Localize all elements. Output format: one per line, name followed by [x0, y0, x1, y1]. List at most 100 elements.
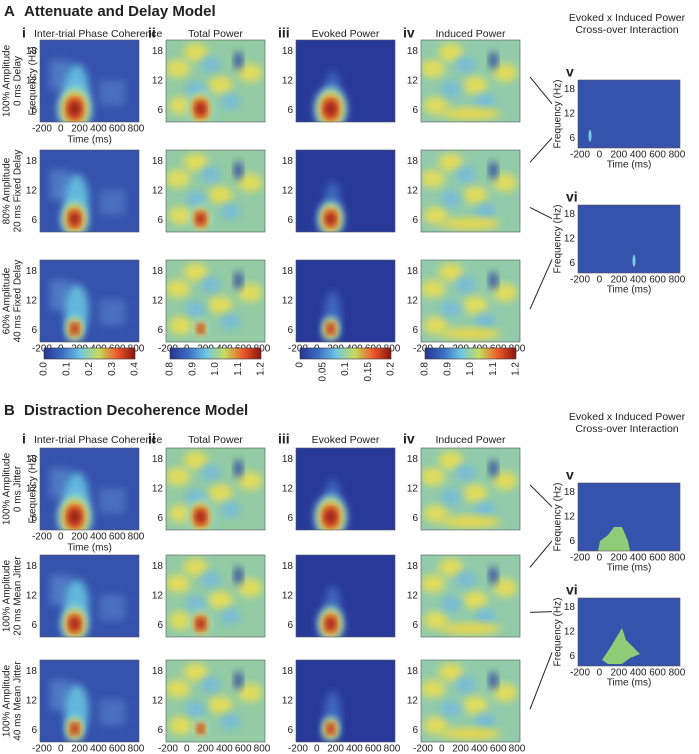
- heat-patch: [208, 186, 233, 205]
- heat-patch: [421, 679, 445, 698]
- heat-patch: [632, 254, 636, 267]
- y-tick-label: 12: [26, 76, 38, 87]
- y-tick-label: 6: [412, 215, 418, 226]
- x-tick-label: -200: [570, 275, 590, 286]
- heat-patch: [238, 471, 263, 490]
- x-tick-label: 600: [649, 668, 666, 679]
- y-tick-label: 12: [152, 484, 164, 495]
- heat-patch: [421, 59, 445, 78]
- x-tick-label: 600: [649, 150, 666, 161]
- heat-patch: [185, 301, 206, 318]
- heat-patch: [200, 676, 221, 693]
- x-tick-label: -200: [570, 553, 590, 564]
- heat-patch: [166, 679, 190, 698]
- connector: [529, 611, 553, 613]
- heat-patch: [100, 700, 125, 725]
- x-tick-label: -200: [570, 150, 590, 161]
- x-tick-label: 800: [254, 344, 271, 355]
- blob: [196, 102, 206, 116]
- heat-patch: [588, 129, 592, 142]
- y-tick-label: 12: [407, 484, 419, 495]
- heat-patch: [166, 59, 190, 78]
- heat-patch: [455, 56, 476, 73]
- y-tick-label: 6: [31, 215, 37, 226]
- x-axis-label: Time (ms): [607, 285, 652, 296]
- heat-patch: [50, 280, 70, 310]
- heat-patch: [185, 701, 206, 718]
- y-tick-label: 6: [569, 536, 575, 547]
- heat-patch: [475, 313, 496, 330]
- heatmap: [296, 555, 395, 637]
- x-tick-label: 400: [90, 124, 107, 135]
- colorbar-tick-label: 0.2: [84, 362, 95, 376]
- column-title: Total Power: [188, 434, 243, 446]
- heatmap: [578, 598, 680, 666]
- heat-patch: [423, 716, 448, 735]
- colorbar-tick-label: 0.4: [130, 362, 141, 376]
- y-tick-label: 18: [26, 666, 38, 677]
- colorbar: [169, 347, 262, 360]
- x-tick-label: 800: [384, 344, 401, 355]
- y-tick-label: 18: [407, 266, 419, 277]
- heat-patch: [220, 501, 241, 518]
- y-tick-label: 12: [152, 296, 164, 307]
- y-tick-label: 18: [26, 46, 38, 57]
- column-numeral: iii: [278, 25, 290, 41]
- column-title: Inter-trial Phase Coherence: [34, 28, 163, 40]
- heatmap: [296, 150, 395, 232]
- colorbar-tick-label: 0.3: [107, 362, 118, 376]
- column-title: Total Power: [188, 28, 243, 40]
- heat-patch: [440, 301, 461, 318]
- heat-bg: [578, 205, 680, 273]
- heat-patch: [234, 459, 243, 478]
- heat-patch: [100, 488, 125, 513]
- y-tick-label: 12: [26, 484, 38, 495]
- blob: [325, 101, 337, 117]
- y-tick-label: 6: [412, 620, 418, 631]
- heatmap: [421, 448, 520, 530]
- heat-frame: [295, 39, 396, 123]
- blob: [198, 725, 204, 733]
- y-tick-label: 18: [282, 156, 294, 167]
- heat-patch: [489, 566, 498, 585]
- y-tick-label: 18: [282, 266, 294, 277]
- blob: [70, 212, 80, 226]
- interaction-numeral: v: [566, 467, 574, 483]
- colorbar-tick-label: 1.1: [488, 362, 499, 376]
- y-axis-label: Frequency (Hz): [553, 80, 564, 149]
- y-tick-label: 12: [152, 696, 164, 707]
- column-numeral: i: [22, 431, 26, 447]
- x-axis-label: Time (ms): [607, 160, 652, 171]
- column-title: Evoked Power: [312, 434, 380, 446]
- blob: [325, 509, 337, 525]
- y-tick-label: 6: [287, 725, 293, 736]
- y-tick-label: 6: [31, 513, 37, 524]
- heat-patch: [200, 276, 221, 293]
- heat-patch: [438, 263, 463, 282]
- x-tick-label: 200: [610, 668, 627, 679]
- y-tick-label: 6: [31, 620, 37, 631]
- y-tick-label: 6: [287, 620, 293, 631]
- heat-patch: [200, 166, 221, 183]
- column-numeral: ii: [148, 25, 156, 41]
- heatmap: [296, 660, 395, 742]
- x-tick-label: 600: [109, 124, 126, 135]
- y-axis-label: Frequency (Hz): [28, 455, 39, 524]
- heat-frame: [165, 259, 266, 343]
- y-tick-label: 18: [564, 487, 576, 498]
- heatmap: [421, 40, 520, 122]
- panel-title: Attenuate and Delay Model: [24, 3, 216, 20]
- y-tick-label: 18: [152, 454, 164, 465]
- heat-patch: [421, 467, 445, 486]
- heat-patch: [440, 727, 501, 740]
- colorbar: [299, 347, 392, 360]
- heatmap: [296, 448, 395, 530]
- x-axis-label: Time (ms): [607, 563, 652, 574]
- column-title: Evoked Power: [312, 28, 380, 40]
- heatmap: [421, 260, 520, 342]
- y-tick-label: 6: [31, 105, 37, 116]
- y-tick-label: 18: [152, 156, 164, 167]
- y-tick-label: 18: [26, 266, 38, 277]
- x-tick-label: 800: [128, 124, 145, 135]
